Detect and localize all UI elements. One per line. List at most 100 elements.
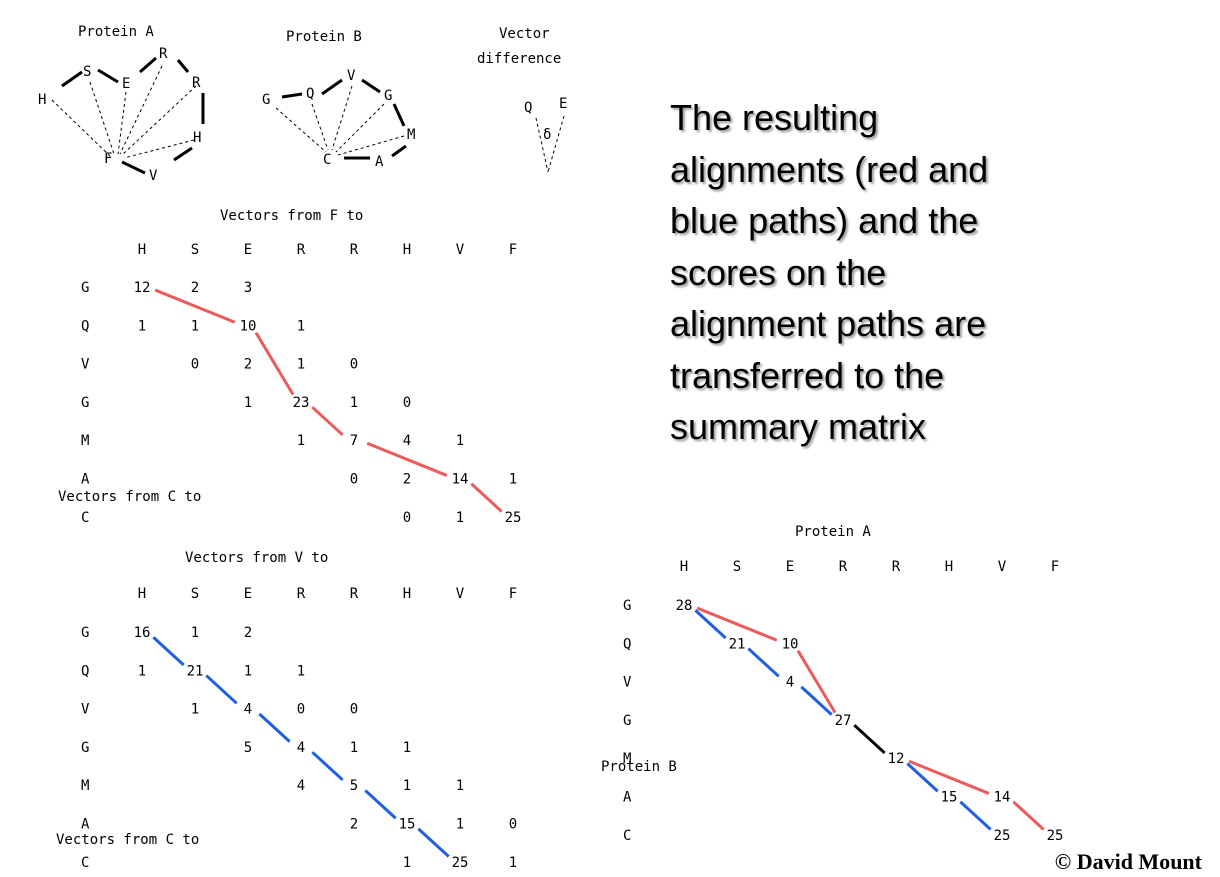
row-header: M xyxy=(81,433,89,449)
row-header: G xyxy=(623,598,631,614)
row-header: V xyxy=(623,675,632,691)
svg-text:H: H xyxy=(38,92,46,108)
alignment-path-segment xyxy=(152,636,185,667)
svg-text:R: R xyxy=(159,46,168,62)
column-header: S xyxy=(191,586,199,602)
matrix-cell: 16 xyxy=(134,625,151,641)
svg-text:V: V xyxy=(149,168,158,184)
matrix-f-title: Vectors from F to xyxy=(220,208,364,224)
matrix-cell: 3 xyxy=(244,280,252,296)
protein-a-title: Protein A xyxy=(78,24,154,40)
matrix-cell: 15 xyxy=(941,790,958,806)
column-header: H xyxy=(403,242,411,258)
row-header: C xyxy=(623,828,631,844)
matrix-cell: 1 xyxy=(297,357,305,373)
column-header: H xyxy=(138,586,146,602)
matrix-cell: 2 xyxy=(350,817,358,833)
matrix-cell: 1 xyxy=(403,778,411,794)
alignment-path-segment xyxy=(959,800,992,831)
matrix-cell: 0 xyxy=(350,702,358,718)
column-header: H xyxy=(403,586,411,602)
matrix-cell: 1 xyxy=(244,663,252,679)
row-header: M xyxy=(81,778,89,794)
svg-text:G: G xyxy=(384,88,392,104)
matrix-cell: 2 xyxy=(244,625,252,641)
main-text-line: alignments (red and xyxy=(670,148,989,190)
matrix-cell: 1 xyxy=(297,663,305,679)
matrix-cell: 1 xyxy=(456,817,464,833)
row-header: C xyxy=(81,510,89,526)
column-header: R xyxy=(350,242,359,258)
svg-text:Q: Q xyxy=(306,86,314,102)
alignment-path-segment xyxy=(311,406,344,437)
matrix-cell: 0 xyxy=(350,357,358,373)
alignment-path-segment xyxy=(1012,800,1045,831)
matrix-cell: 0 xyxy=(403,510,411,526)
column-header: H xyxy=(680,559,688,575)
alignment-path-segment xyxy=(908,759,990,795)
svg-text:C: C xyxy=(323,152,331,168)
matrix-cell: 21 xyxy=(729,636,746,652)
row-header: M xyxy=(623,751,631,767)
matrix-cell: 1 xyxy=(456,433,464,449)
matrix-v-title: Vectors from V to xyxy=(185,550,329,566)
alignment-path-segment xyxy=(154,288,236,324)
column-header: F xyxy=(509,586,517,602)
column-header: R xyxy=(297,586,306,602)
matrix-cell: 28 xyxy=(676,598,693,614)
vector-difference-label-e: E xyxy=(559,96,567,112)
row-header: Q xyxy=(81,663,89,679)
matrix-cell: 1 xyxy=(456,778,464,794)
matrix-cell: 1 xyxy=(403,740,411,756)
matrix-cell: 2 xyxy=(244,357,252,373)
matrix-cell: 12 xyxy=(134,280,151,296)
row-header: C xyxy=(81,855,89,871)
alignment-path-segment xyxy=(311,751,344,782)
svg-text:V: V xyxy=(347,68,356,84)
alignment-path-segment xyxy=(796,649,837,714)
svg-text:R: R xyxy=(192,75,201,91)
vector-difference-lines xyxy=(535,115,565,173)
main-text-line: scores on the xyxy=(670,251,887,293)
matrix-cell: 4 xyxy=(297,778,305,794)
matrix-cell: 1 xyxy=(244,395,252,411)
matrix-f-corner-label: Vectors from C to xyxy=(58,489,202,505)
column-header: H xyxy=(945,559,953,575)
column-header: V xyxy=(456,242,465,258)
matrix-v-corner-label: Vectors from C to xyxy=(56,832,200,848)
svg-text:E: E xyxy=(122,76,130,92)
matrix-cell: 25 xyxy=(994,828,1011,844)
column-header: R xyxy=(892,559,901,575)
alignment-path-segment xyxy=(470,482,503,513)
row-header: G xyxy=(81,280,89,296)
column-header: V xyxy=(998,559,1007,575)
matrix-cell: 25 xyxy=(452,855,469,871)
row-header: A xyxy=(81,472,90,488)
column-header: R xyxy=(350,586,359,602)
row-header: G xyxy=(623,713,631,729)
alignment-path-segment xyxy=(417,827,450,858)
matrix-cell: 25 xyxy=(505,510,522,526)
matrix-cell: 5 xyxy=(244,740,252,756)
column-header: R xyxy=(839,559,848,575)
matrix-cell: 0 xyxy=(403,395,411,411)
matrix-cell: 2 xyxy=(403,472,411,488)
protein-b-residue-labels: G Q V G M A C xyxy=(262,68,415,170)
main-text-line: alignment paths are xyxy=(670,303,987,344)
matrix-cell: 21 xyxy=(187,663,204,679)
matrix-cell: 4 xyxy=(786,675,794,691)
column-header: E xyxy=(244,586,252,602)
alignment-path-segment xyxy=(906,762,939,793)
alignment-path-segment xyxy=(853,724,886,755)
matrix-cell: 1 xyxy=(403,855,411,871)
alignment-path-segment xyxy=(800,685,833,716)
matrix-cell: 10 xyxy=(240,318,257,334)
summary-title: Protein A xyxy=(795,524,871,540)
protein-a-residue-labels: H S E R R H V F xyxy=(38,46,201,184)
alignment-path-segment xyxy=(364,789,397,820)
row-header: A xyxy=(81,817,90,833)
svg-text:A: A xyxy=(375,154,384,170)
